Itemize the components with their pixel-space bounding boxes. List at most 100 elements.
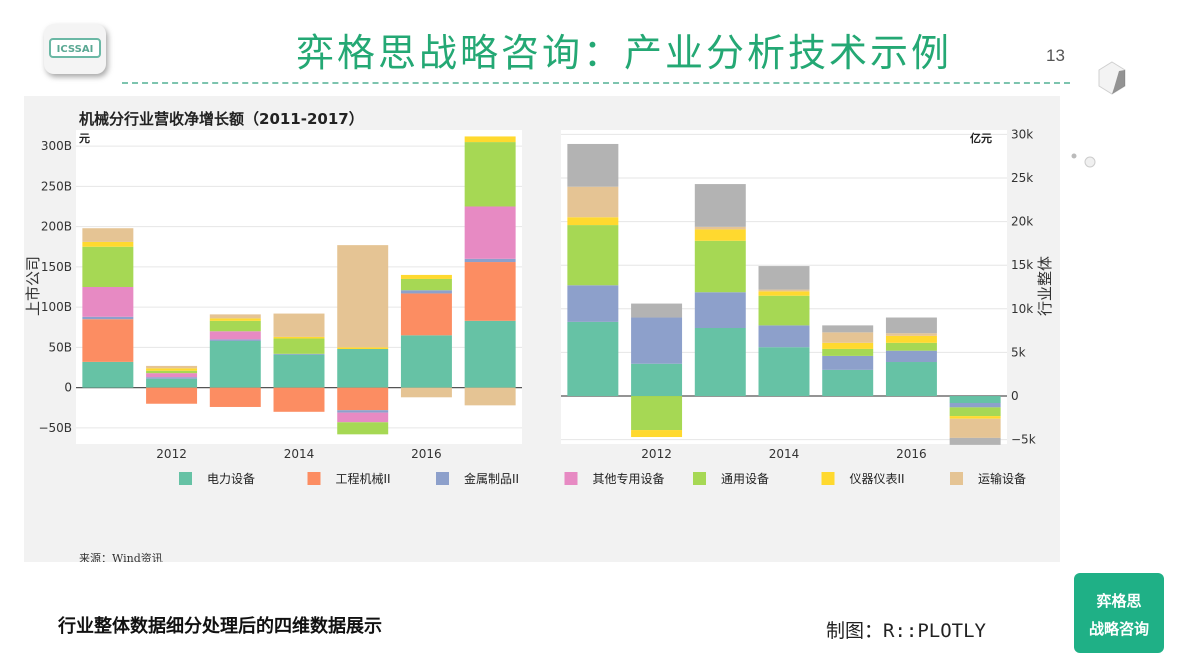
bar-segment series-2: 2015 金属制品II: 1600 (822, 355, 874, 370)
x-tick-label: 2012 (156, 447, 187, 461)
logo-badge: ICSSAI (44, 24, 106, 74)
title-divider (122, 82, 1070, 84)
x-tick-label: 2014 (284, 447, 315, 461)
bar-segment series-4: 2017 通用设备: 80B (464, 142, 516, 207)
bar-segment series-3: 2017 其他专用设备: 65B (464, 206, 516, 259)
bar-segment series-1: 2011 工程机械II: 53B (82, 319, 134, 362)
legend-label series-5[interactable]: 仪器仪表II (850, 472, 905, 486)
x-tick-label: 2016 (411, 447, 442, 461)
y-tick-label: 20k (1011, 215, 1033, 229)
bar-segment series-5: 2016 仪器仪表II: 800 (885, 335, 937, 343)
legend-label series-6[interactable]: 运输设备 (978, 471, 1026, 486)
brand-line-1: 弈格思 (1096, 592, 1142, 610)
left-unit-label: 元 (79, 132, 90, 145)
legend-swatch series-4[interactable] (693, 472, 706, 485)
slide-title: 弈格思战略咨询：产业分析技术示例 (296, 31, 953, 75)
legend-swatch series-3[interactable] (564, 472, 578, 485)
y-tick-label: 300B (41, 139, 72, 153)
bar-segment series-2: 2013 金属制品II: 4100 (694, 292, 746, 328)
bar-segment series-0: 2011 电力设备: 32B (82, 361, 134, 388)
legend-swatch series-0[interactable] (179, 472, 192, 485)
bar-segment series-5: 2017 仪器仪表II: -300 (949, 416, 1001, 419)
bar-segment series-0: 2017 电力设备: -800 (949, 396, 1001, 404)
legend-swatch series-6[interactable] (950, 472, 963, 485)
bar-segment series-2: 2012 金属制品II: 2B (146, 377, 198, 379)
legend-swatch series-1[interactable] (307, 472, 321, 485)
x-tick-label: 2016 (896, 447, 927, 461)
bar-segment series-3: 2013 其他专用设备: 10B (209, 331, 261, 340)
bar-segment series-6: 2015 运输设备: 127B (337, 245, 389, 348)
bar-segment series-2: 2016 金属制品II: 1300 (885, 350, 937, 363)
y-tick-label: 0 (1011, 389, 1019, 403)
bar-segment series-6: 2011 运输设备: 3500 (567, 186, 619, 218)
y-tick-label: 15k (1011, 258, 1033, 272)
bar-segment series-1: 2016 工程机械II: 52B (400, 293, 452, 336)
bar-segment series-5: 2016 仪器仪表II: 5B (400, 274, 452, 279)
legend-label series-4[interactable]: 通用设备 (721, 472, 769, 486)
bar-segment series-2: 2013 金属制品II: 2B (209, 339, 261, 341)
bar-segment series-0: 2012 电力设备: 11B (146, 378, 198, 388)
bar-segment series-5: 2014 仪器仪表II: 2B (273, 336, 325, 339)
chart-title: 机械分行业营收净增长额（2011-2017） (79, 110, 364, 128)
bar-segment series-1: 2012 工程机械II: -20B (146, 387, 198, 404)
bar-segment series-6: 2014 运输设备: 29B (273, 313, 325, 337)
legend-label series-2[interactable]: 金属制品II (464, 471, 519, 486)
bar-segment series-2: 2017 金属制品II: -500 (949, 403, 1001, 408)
legend-label series-3[interactable]: 其他专用设备 (593, 471, 665, 486)
bar-segment series-5: 2015 仪器仪表II: 2B (337, 347, 389, 349)
legend-swatch series-5[interactable] (821, 472, 835, 485)
bar-segment series-4: 2014 通用设备: 19B (273, 338, 325, 354)
bar-segment series-4: 2012 通用设备: 3B (146, 370, 198, 374)
right-y-axis-label: 行业整体 (1036, 256, 1054, 316)
page-number: 13 (1046, 46, 1065, 65)
bar-segment series-4: 2016 通用设备: 900 (885, 342, 937, 351)
bar-segment series-0: 2011 电力设备: 8500 (567, 321, 619, 397)
bar-segment series-4: 2015 通用设备: 800 (822, 348, 874, 356)
bar-segment series-4: 2012 通用设备: -3900 (631, 396, 683, 431)
bar-segment series-3: 2011 其他专用设备: 37B (82, 287, 134, 317)
bar-segment series-6: 2017 运输设备: -2200 (949, 418, 1001, 438)
bar-segment series-0: 2013 电力设备: 7800 (694, 327, 746, 397)
bar-segment series-6: 2017 运输设备: -22B (464, 387, 516, 406)
bar-segment series-0: 2014 电力设备: 41B (273, 354, 325, 388)
bar-segment series-7: 2014 整体: 2700 (758, 266, 810, 290)
bar-segment series-4: 2014 通用设备: 3400 (758, 295, 810, 326)
y-tick-label: −50B (38, 421, 72, 435)
brand-button[interactable]: 弈格思 战略咨询 (1074, 573, 1164, 653)
bar-segment series-1: 2015 工程机械II: -28B (337, 387, 389, 411)
bar-segment series-4: 2011 通用设备: 50B (82, 246, 134, 287)
y-tick-label: 150B (41, 260, 72, 274)
bar-segment series-0: 2015 电力设备: 3000 (822, 369, 874, 397)
bar-segment series-7: 2015 整体: 800 (822, 325, 874, 333)
y-tick-label: 10k (1011, 302, 1033, 316)
bar-segment series-2: 2011 金属制品II: 4200 (567, 285, 619, 322)
legend-swatch series-2[interactable] (436, 472, 449, 485)
bar-segment series-6: 2016 运输设备: 300 (885, 333, 937, 336)
source-note: 来源：Wind资讯 (79, 551, 163, 562)
bar-segment series-6: 2012 运输设备: 3B (146, 365, 198, 369)
bar-segment series-5: 2013 仪器仪表II: 3B (209, 318, 261, 321)
bar-segment series-4: 2013 通用设备: 13B (209, 320, 261, 332)
y-tick-label: 30k (1011, 127, 1033, 141)
bar-segment series-7: 2011 整体: 4900 (567, 143, 619, 187)
bar-segment series-5: 2011 仪器仪表II: 6B (82, 241, 134, 247)
bar-segment series-4: 2016 通用设备: 14B (400, 278, 452, 291)
y-tick-label: 50B (48, 340, 72, 354)
bar-segment series-4: 2015 通用设备: -15B (337, 422, 389, 435)
y-tick-label: 5k (1011, 345, 1026, 359)
y-tick-label: −5k (1011, 433, 1036, 447)
bar-segment series-4: 2013 通用设备: 5900 (694, 240, 746, 293)
bar-segment series-7: 2017 整体: -800 (949, 437, 1001, 445)
bar-segment series-0: 2016 电力设备: 3900 (885, 362, 937, 397)
y-tick-label: 250B (41, 179, 72, 193)
left-y-axis-label: 上市公司 (24, 256, 42, 316)
bar-segment series-4: 2011 通用设备: 6900 (567, 225, 619, 286)
bar-segment series-2: 2015 金属制品II: -3B (337, 410, 389, 413)
dots-decoration (1071, 153, 1096, 168)
bar-segment series-3: 2015 其他专用设备: -12B (337, 412, 389, 423)
bar-segment series-6: 2013 运输设备: 300 (694, 226, 746, 230)
brand-line-2: 战略咨询 (1088, 620, 1149, 638)
legend-label series-1[interactable]: 工程机械II (336, 471, 391, 486)
x-tick-label: 2014 (769, 447, 800, 461)
legend-label series-0[interactable]: 电力设备 (207, 472, 255, 486)
